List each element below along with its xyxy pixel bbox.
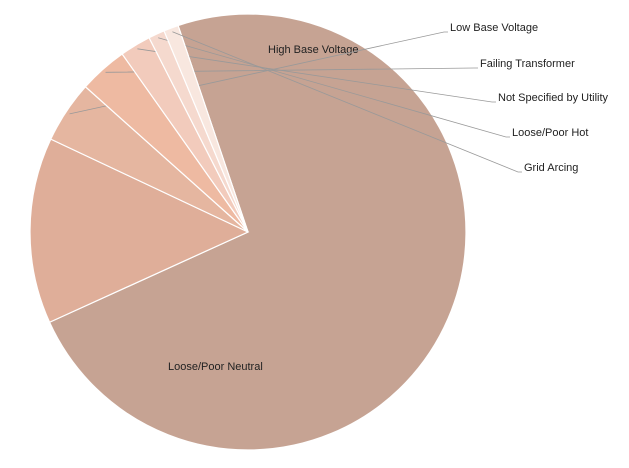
- pie-slice: [48, 13, 467, 451]
- slice-label: Loose/Poor Neutral: [168, 361, 263, 373]
- leader-line: [172, 31, 522, 173]
- leader-line: [105, 67, 478, 73]
- leader-line: [158, 37, 510, 138]
- pie-slice: [29, 138, 250, 324]
- slice-label: Loose/Poor Hot: [512, 127, 588, 139]
- slice-label: Not Specified by Utility: [498, 92, 609, 104]
- leader-line: [137, 48, 496, 103]
- slice-label: Low Base Voltage: [450, 22, 538, 34]
- slice-label: High Base Voltage: [268, 44, 359, 56]
- slice-label: Grid Arcing: [524, 162, 578, 174]
- slice-label: Failing Transformer: [480, 58, 575, 70]
- pie-slice: [163, 24, 249, 233]
